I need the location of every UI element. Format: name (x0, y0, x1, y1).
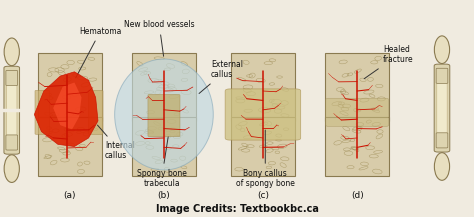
FancyBboxPatch shape (437, 69, 447, 147)
Ellipse shape (4, 38, 19, 66)
Text: New blood vessels: New blood vessels (124, 20, 194, 56)
Bar (132, 53, 196, 121)
Bar (38, 117, 101, 176)
Ellipse shape (4, 155, 19, 182)
Ellipse shape (115, 59, 213, 170)
FancyBboxPatch shape (6, 135, 18, 150)
Text: (d): (d) (351, 191, 364, 200)
FancyBboxPatch shape (4, 66, 19, 154)
Text: Image Credits: Textbookbc.ca: Image Credits: Textbookbc.ca (155, 204, 319, 214)
Text: (c): (c) (257, 191, 269, 200)
FancyBboxPatch shape (6, 70, 18, 85)
Bar (132, 117, 196, 176)
Bar (231, 53, 295, 121)
Bar (38, 53, 101, 121)
FancyBboxPatch shape (148, 94, 180, 137)
FancyBboxPatch shape (35, 90, 50, 134)
Text: External
callus: External callus (199, 60, 243, 94)
FancyBboxPatch shape (436, 133, 448, 148)
Polygon shape (35, 72, 98, 146)
Text: Internal
callus: Internal callus (98, 125, 135, 160)
FancyBboxPatch shape (434, 64, 450, 152)
Text: Bony callus
of spongy bone: Bony callus of spongy bone (236, 130, 295, 188)
FancyBboxPatch shape (7, 71, 17, 149)
Ellipse shape (434, 153, 450, 180)
Text: (b): (b) (157, 191, 170, 200)
Text: Hematoma: Hematoma (76, 27, 121, 78)
Bar (325, 53, 389, 121)
Bar (231, 117, 295, 176)
Text: (a): (a) (64, 191, 76, 200)
Ellipse shape (434, 36, 450, 64)
FancyBboxPatch shape (225, 89, 301, 140)
Bar (325, 117, 389, 176)
FancyBboxPatch shape (89, 90, 103, 134)
Text: Spongy bone
trabecula: Spongy bone trabecula (137, 136, 187, 188)
FancyBboxPatch shape (326, 98, 389, 127)
Text: Healed
fracture: Healed fracture (364, 45, 414, 79)
FancyBboxPatch shape (436, 68, 448, 83)
Polygon shape (53, 82, 82, 129)
